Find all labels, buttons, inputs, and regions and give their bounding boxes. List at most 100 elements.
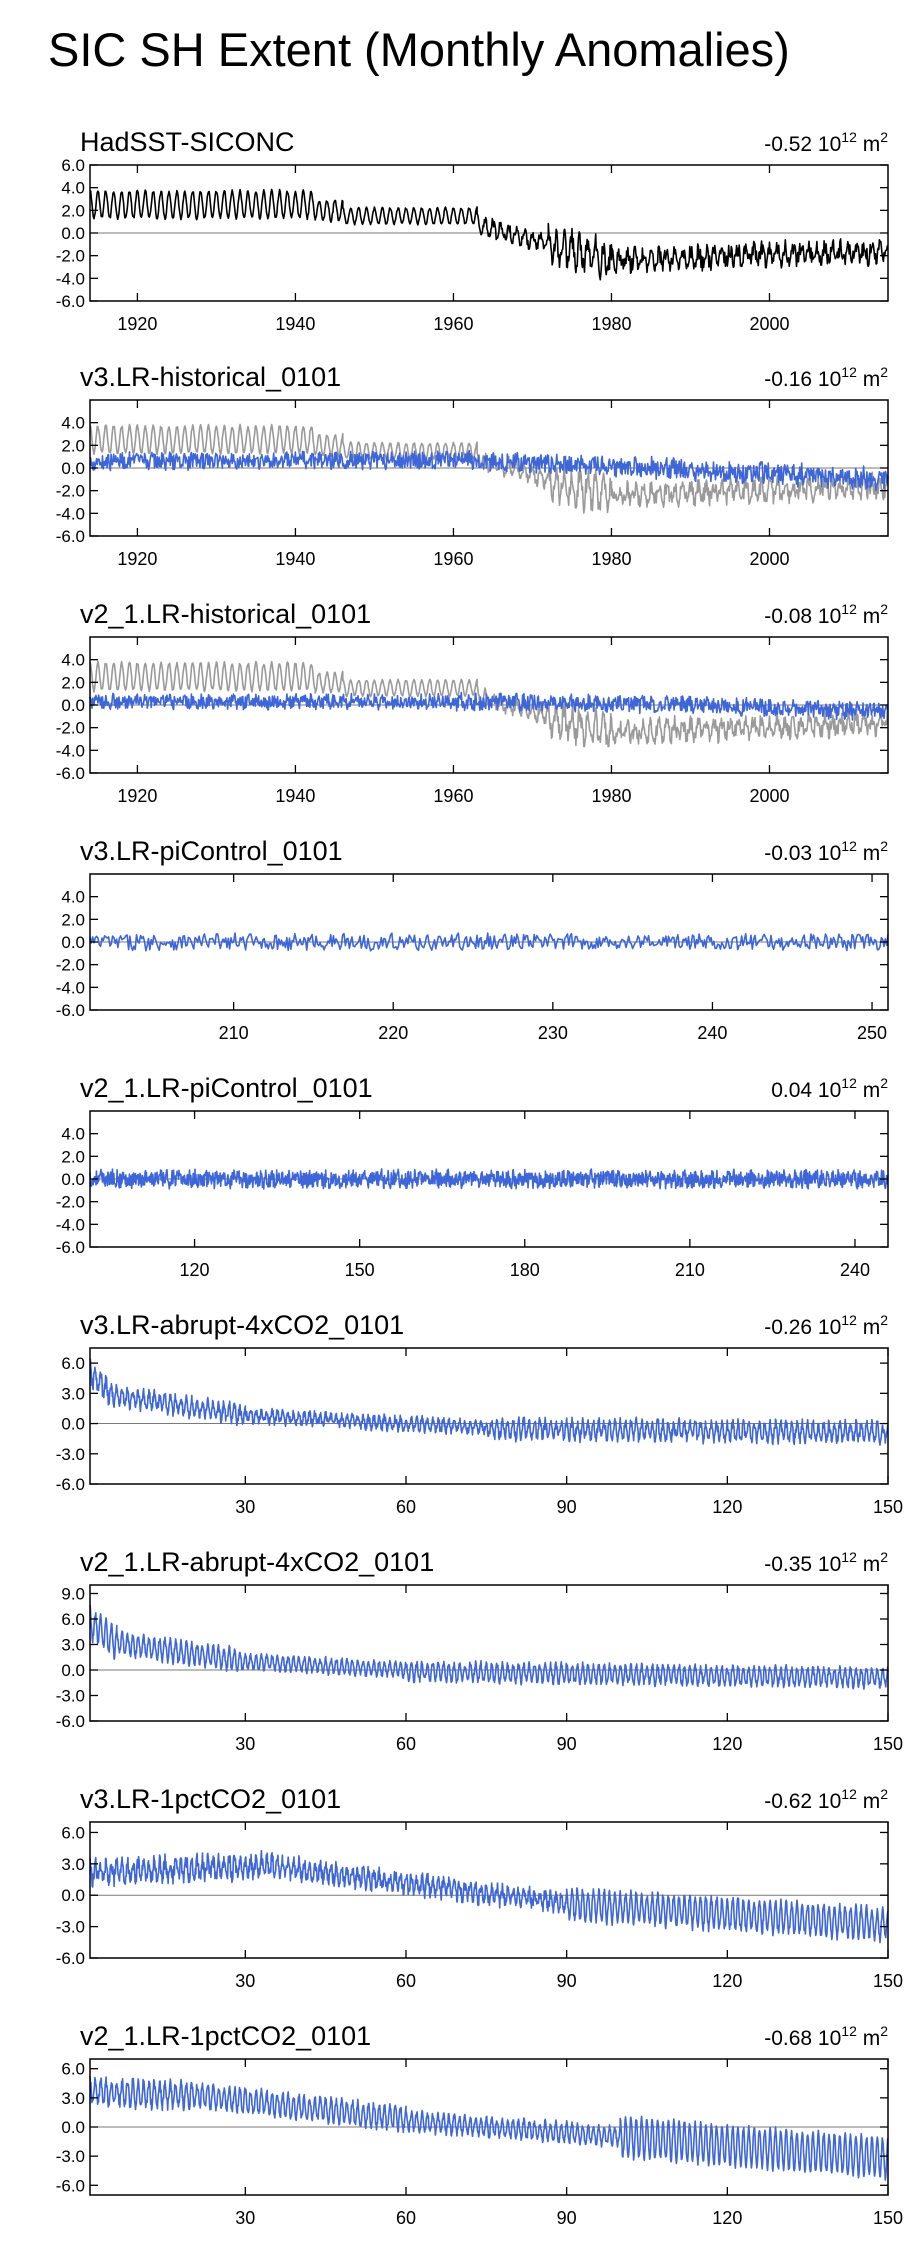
y-tick-label: -3.0 [56,1918,85,1937]
y-tick-label: 0.0 [61,1415,85,1434]
panel-mean: -0.68 1012 m2 [764,2023,888,2050]
x-tick-label: 1920 [117,549,157,569]
panel-title: v3.LR-1pctCO2_0101 [80,1784,341,1814]
chart-panel: v3.LR-abrupt-4xCO2_0101 -0.26 1012 m2 6.0 3… [56,1310,903,1517]
x-tick-label: 150 [873,2208,903,2228]
y-tick-label: 4.0 [61,414,85,433]
y-tick-label: -2.0 [56,1193,85,1212]
chart-panel: v2_1.LR-1pctCO2_0101 -0.68 1012 m2 6.0 3.0 0… [56,2021,903,2228]
x-tick-label: 2000 [749,314,789,334]
x-tick-label: 180 [510,1260,540,1280]
y-tick-label: -6.0 [56,1475,85,1494]
y-tick-label: 4.0 [61,179,85,198]
y-tick-label: -6.0 [56,2176,85,2195]
y-tick-label: 6.0 [61,1823,85,1842]
panel-title: v2_1.LR-piControl_0101 [80,1073,373,1103]
chart-panel: v2_1.LR-historical_0101 -0.08 1012 m2 4.0 2… [56,599,889,806]
y-tick-label: 3.0 [61,1636,85,1655]
chart-panel: v2_1.LR-piControl_0101 0.04 1012 m2 4.0 2.0… [56,1073,889,1280]
chart-panel: v3.LR-piControl_0101 -0.03 1012 m2 4.0 2.0 0… [56,836,889,1043]
y-tick-label: -4.0 [56,269,85,288]
y-tick-label: 0.0 [61,696,85,715]
y-tick-label: -3.0 [56,1687,85,1706]
panel-mean: -0.35 1012 m2 [764,1549,888,1576]
figure-title: SIC SH Extent (Monthly Anomalies) [48,23,790,76]
y-tick-label: 0.0 [61,1170,85,1189]
panel-title: v2_1.LR-historical_0101 [80,599,371,629]
y-tick-label: 2.0 [61,673,85,692]
y-tick-label: -6.0 [56,292,85,311]
panel-mean: 0.04 1012 m2 [771,1075,888,1102]
y-tick-label: 0.0 [61,933,85,952]
y-tick-label: 6.0 [61,1354,85,1373]
x-tick-label: 90 [557,1497,577,1517]
series-line [89,1849,889,1944]
y-tick-label: 3.0 [61,2089,85,2108]
y-tick-label: -6.0 [56,527,85,546]
x-tick-label: 250 [857,1023,887,1043]
x-tick-label: 150 [873,1497,903,1517]
series-line [89,2076,889,2181]
panel-title: v3.LR-abrupt-4xCO2_0101 [80,1310,404,1340]
y-tick-label: 2.0 [61,1147,85,1166]
x-tick-label: 1940 [275,314,315,334]
y-tick-label: 2.0 [61,201,85,220]
y-tick-label: 4.0 [61,651,85,670]
y-tick-label: -4.0 [56,504,85,523]
x-tick-label: 1980 [591,549,631,569]
x-tick-label: 210 [675,1260,705,1280]
chart-panel: v2_1.LR-abrupt-4xCO2_0101 -0.35 1012 m2 9.… [56,1547,903,1754]
x-tick-label: 30 [235,1497,255,1517]
series-line [89,423,889,514]
x-tick-label: 60 [396,1971,416,1991]
y-tick-label: -6.0 [56,764,85,783]
panel-mean: -0.08 1012 m2 [764,601,888,628]
series-line [89,1604,889,1690]
x-tick-label: 1920 [117,314,157,334]
panel-title: HadSST-SICONC [80,127,295,157]
y-tick-label: 0.0 [61,1661,85,1680]
x-tick-label: 120 [712,1734,742,1754]
x-tick-label: 230 [538,1023,568,1043]
y-tick-label: -6.0 [56,1712,85,1731]
y-tick-label: 2.0 [61,910,85,929]
y-tick-label: 0.0 [61,2118,85,2137]
y-tick-label: -2.0 [56,719,85,738]
y-tick-label: 0.0 [61,224,85,243]
panel-mean: -0.62 1012 m2 [764,1786,888,1813]
x-tick-label: 1960 [433,314,473,334]
chart-panel: v3.LR-1pctCO2_0101 -0.62 1012 m2 6.0 3.0 0.0… [56,1784,903,1991]
y-tick-label: 3.0 [61,1384,85,1403]
panel-mean: -0.03 1012 m2 [764,838,888,865]
x-tick-label: 120 [180,1260,210,1280]
y-tick-label: -6.0 [56,1238,85,1257]
y-tick-label: -2.0 [56,956,85,975]
x-tick-label: 120 [712,2208,742,2228]
x-tick-label: 1920 [117,786,157,806]
x-tick-label: 2000 [749,786,789,806]
series-line [89,188,889,281]
y-tick-label: 6.0 [61,2060,85,2079]
y-tick-label: 4.0 [61,1125,85,1144]
y-tick-label: -2.0 [56,247,85,266]
y-tick-label: -6.0 [56,1949,85,1968]
x-tick-label: 1940 [275,786,315,806]
x-tick-label: 30 [235,1971,255,1991]
x-tick-label: 60 [396,1497,416,1517]
y-tick-label: 0.0 [61,1886,85,1905]
x-tick-label: 1980 [591,786,631,806]
y-tick-label: -4.0 [56,978,85,997]
x-tick-label: 60 [396,1734,416,1754]
x-tick-label: 150 [873,1734,903,1754]
y-tick-label: -4.0 [56,741,85,760]
x-tick-label: 150 [345,1260,375,1280]
x-tick-label: 240 [697,1023,727,1043]
panel-mean: -0.52 1012 m2 [764,129,888,156]
plot-frame [89,1347,889,1485]
x-tick-label: 120 [712,1971,742,1991]
x-tick-label: 2000 [749,549,789,569]
panel-title: v3.LR-piControl_0101 [80,836,343,866]
panel-mean: -0.16 1012 m2 [764,364,888,391]
panel-title: v2_1.LR-1pctCO2_0101 [80,2021,371,2051]
